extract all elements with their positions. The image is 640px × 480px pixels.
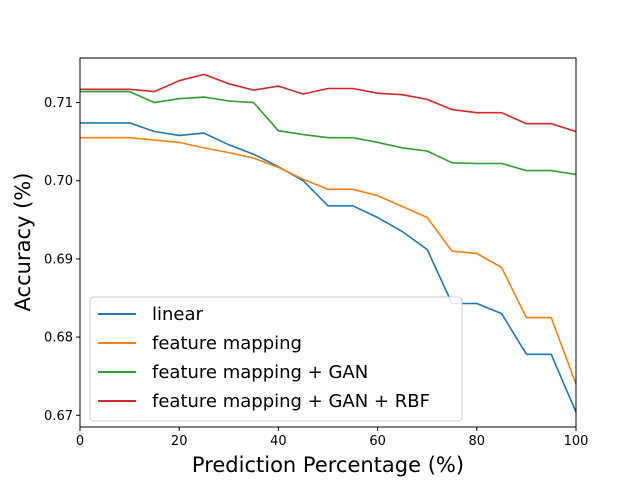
x-tick-label: 80 xyxy=(469,434,486,449)
x-tick-label: 100 xyxy=(564,434,589,449)
series-line-feature-mapping-gan-rbf xyxy=(80,73,577,133)
x-tick-label: 60 xyxy=(369,434,386,449)
series-line-feature-mapping-gan xyxy=(80,90,577,176)
legend-label: feature mapping + GAN + RBF xyxy=(152,391,430,412)
y-tick-label: 0.71 xyxy=(44,96,73,111)
legend-label: feature mapping xyxy=(152,333,302,354)
y-axis-ticks: 0.67 0.68 0.69 0.70 0.71 xyxy=(44,96,80,424)
x-axis-title: Prediction Percentage (%) xyxy=(192,453,464,477)
y-axis-title: Accuracy (%) xyxy=(11,173,35,312)
series-line-feature-mapping xyxy=(80,136,577,385)
y-tick-label: 0.68 xyxy=(44,331,73,346)
series-line-linear xyxy=(80,122,577,413)
x-axis-ticks: 0 20 40 60 80 100 xyxy=(76,427,589,449)
legend: linear feature mapping feature mapping + G… xyxy=(89,296,463,422)
x-tick-label: 40 xyxy=(270,434,287,449)
series-layer xyxy=(80,73,577,413)
x-tick-label: 0 xyxy=(76,434,84,449)
plot-frame xyxy=(79,57,577,428)
y-tick-label: 0.69 xyxy=(44,252,73,267)
legend-label: linear xyxy=(152,304,204,325)
legend-label: feature mapping + GAN xyxy=(152,362,368,383)
legend-box xyxy=(89,296,463,422)
y-tick-label: 0.67 xyxy=(44,409,73,424)
x-tick-label: 20 xyxy=(171,434,188,449)
y-tick-label: 0.70 xyxy=(44,174,73,189)
